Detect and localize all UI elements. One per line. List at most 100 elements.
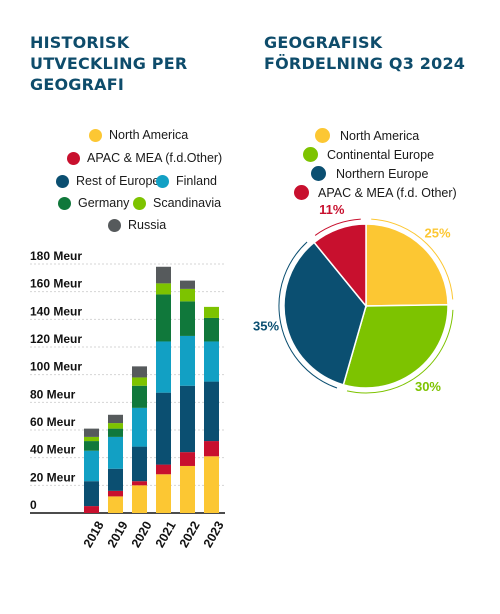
pie-legend-swatch-apac-mea — [294, 185, 309, 200]
bar-segment-russia — [132, 366, 147, 378]
bar-segment-germany — [180, 301, 195, 336]
legend-label-scandinavia: Scandinavia — [153, 196, 222, 210]
bar-segment-apac-mea — [156, 464, 171, 475]
x-tick-label: 2022 — [177, 519, 203, 550]
pie-slice-north-america — [365, 223, 449, 307]
bar-segment-finland — [84, 450, 99, 482]
pie-slice-continental-europe — [342, 303, 449, 389]
bar-segment-russia — [180, 280, 195, 289]
legend-swatch-finland — [156, 174, 169, 188]
bar-segment-russia — [84, 428, 99, 437]
pie-legend-label-north-america: North America — [340, 128, 420, 143]
bar-segment-north-america — [204, 456, 219, 513]
legend-label-germany: Germany — [78, 196, 130, 210]
pie-legend-label-northern-europe: Northern Europe — [336, 166, 429, 181]
legend-item-germany: Germany — [58, 196, 129, 210]
legend-swatch-north-america — [89, 128, 102, 142]
y-tick-label: 0 — [30, 498, 37, 512]
pie-bracket-northern-europe — [278, 241, 338, 389]
legend-swatch-scandinavia — [133, 196, 146, 210]
bar-segment-finland — [108, 436, 123, 469]
pie-bracket-apac-mea — [314, 218, 361, 236]
pie-legend-item-continental-europe: Continental Europe — [303, 147, 434, 162]
bar-segment-apac-mea — [84, 506, 99, 513]
x-tick-label: 2018 — [81, 519, 107, 550]
legend-swatch-apac-mea — [67, 151, 80, 165]
bar-segment-north-america — [156, 474, 171, 513]
legend-label-rest-of-europe: Rest of Europe — [76, 174, 160, 188]
bar-segment-rest-of-europe — [132, 446, 147, 482]
bar-segment-rest-of-europe — [204, 381, 219, 442]
legend-item-scandinavia: Scandinavia — [133, 196, 221, 210]
legend-label-finland: Finland — [176, 174, 217, 188]
x-tick-label: 2023 — [201, 519, 227, 550]
x-tick-label: 2021 — [153, 519, 179, 550]
bar-segment-germany — [156, 294, 171, 342]
bar-segment-north-america — [132, 485, 147, 513]
legend-item-apac-mea: APAC & MEA (f.d.Other) — [67, 151, 222, 165]
pie-legend-swatch-northern-europe — [311, 166, 326, 181]
x-tick-label: 2019 — [105, 519, 131, 550]
legend-label-north-america: North America — [109, 128, 189, 142]
pie-legend-swatch-north-america — [315, 128, 330, 143]
y-tick-label: 100 Meur — [30, 360, 82, 374]
bar-segment-apac-mea — [204, 441, 219, 457]
bar-segment-scandinavia — [132, 377, 147, 386]
legend-label-apac-mea: APAC & MEA (f.d.Other) — [87, 151, 223, 165]
y-tick-label: 20 Meur — [30, 470, 76, 484]
pie-legend-item-northern-europe: Northern Europe — [311, 166, 428, 181]
bar-segment-north-america — [108, 496, 123, 513]
legend-swatch-russia — [108, 218, 121, 232]
bar-segment-scandinavia — [180, 288, 195, 302]
pie-legend-item-north-america: North America — [315, 128, 419, 143]
x-tick-label: 2020 — [129, 519, 155, 550]
legend-item-rest-of-europe: Rest of Europe — [56, 174, 159, 188]
y-tick-label: 160 Meur — [30, 277, 82, 291]
y-tick-label: 180 Meur — [30, 250, 82, 263]
pie-label-apac-mea: 11% — [319, 202, 345, 217]
bar-segment-germany — [84, 441, 99, 451]
y-tick-label: 40 Meur — [30, 443, 76, 457]
bar-segment-apac-mea — [108, 490, 123, 497]
pie-slice-northern-europe — [283, 241, 367, 386]
pie-label-northern-europe: 35% — [253, 318, 279, 333]
pie-legend-label-apac-mea: APAC & MEA (f.d. Other) — [318, 185, 457, 200]
pie-chart: 25% 30% 35% 11% — [253, 202, 454, 394]
bar-segment-north-america — [180, 465, 195, 513]
y-tick-label: 140 Meur — [30, 304, 82, 318]
bar-segment-germany — [132, 385, 147, 408]
y-tick-label: 120 Meur — [30, 332, 82, 346]
pie-legend-swatch-continental-europe — [303, 147, 318, 162]
pie-bracket-continental-europe — [346, 309, 454, 394]
legend-item-finland: Finland — [156, 174, 217, 188]
y-tick-label: 80 Meur — [30, 387, 76, 401]
bar-segment-apac-mea — [180, 452, 195, 466]
bar-segment-finland — [204, 341, 219, 382]
legend-item-russia: Russia — [108, 218, 166, 232]
bar-segment-germany — [204, 317, 219, 342]
chart-title-distribution: GEOGRAFISK FÖRDELNING Q3 2024 — [264, 33, 466, 73]
pie-slice-apac-mea — [313, 223, 367, 309]
legend-item-north-america: North America — [89, 128, 188, 142]
bar-segment-finland — [156, 341, 171, 393]
legend-label-russia: Russia — [128, 218, 167, 232]
pie-label-north-america: 25% — [425, 225, 451, 240]
pie-legend-item-apac-mea: APAC & MEA (f.d. Other) — [294, 185, 457, 200]
bar-segment-germany — [108, 428, 123, 437]
bar-segment-scandinavia — [204, 306, 219, 318]
pie-legend-label-continental-europe: Continental Europe — [327, 147, 435, 162]
bar-segment-finland — [180, 335, 195, 386]
bar-segment-rest-of-europe — [180, 385, 195, 453]
chart-title-historical: HISTORISK UTVECKLING PER GEOGRAFI — [30, 33, 188, 94]
legend-swatch-germany — [58, 196, 71, 210]
pie-bracket-north-america — [371, 218, 454, 300]
bar-segment-russia — [156, 266, 171, 284]
y-tick-label: 60 Meur — [30, 415, 76, 429]
bar-segment-rest-of-europe — [84, 481, 99, 507]
bar-segment-finland — [132, 407, 147, 447]
bar-segment-scandinavia — [84, 436, 99, 442]
stacked-bar-chart: 0 20 Meur 40 Meur 60 Meur 80 Meur 100 Meur 120… — [30, 250, 227, 550]
pie-label-continental-europe: 30% — [415, 379, 441, 394]
bar-segment-russia — [108, 414, 123, 424]
bar-segment-scandinavia — [156, 283, 171, 295]
